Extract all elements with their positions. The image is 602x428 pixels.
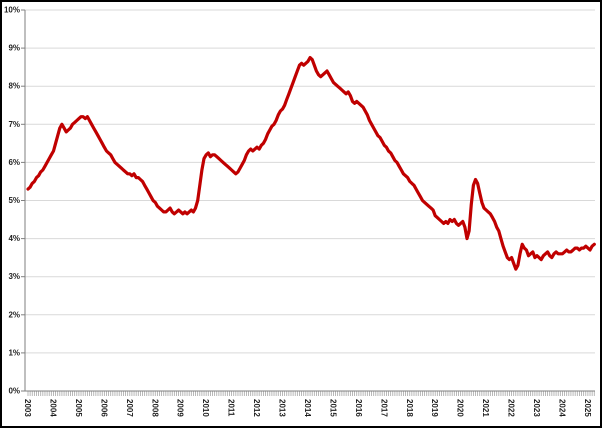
x-axis-label: 2005 [74,399,83,417]
y-axis-label: 5% [8,196,20,205]
x-axis-label: 2013 [278,399,287,417]
y-axis-label: 4% [8,234,20,243]
y-axis-label: 9% [8,44,20,53]
x-axis-label: 2014 [303,399,312,417]
x-axis-label: 2011 [227,399,236,417]
x-axis-label: 2022 [507,399,516,417]
y-axis-label: 2% [8,310,20,319]
x-axis-label: 2016 [354,399,363,417]
y-axis-label: 6% [8,158,20,167]
x-axis-label: 2007 [125,399,134,417]
y-axis-label: 7% [8,120,20,129]
x-axis-label: 2017 [379,399,388,417]
x-axis-label: 2025 [583,399,592,417]
x-axis-label: 2004 [48,399,57,417]
x-axis-label: 2003 [23,399,32,417]
x-axis-label: 2012 [252,399,261,417]
y-axis-label: 1% [8,348,20,357]
x-axis-label: 2006 [99,399,108,417]
x-axis-label: 2019 [430,399,439,417]
x-axis-label: 2020 [456,399,465,417]
x-axis-label: 2021 [481,399,490,417]
x-axis-label: 2023 [532,399,541,417]
y-axis-label: 0% [8,387,20,396]
chart-line [26,55,596,271]
y-axis-label: 3% [8,272,20,281]
x-axis-label: 2008 [150,399,159,417]
y-axis-label: 10% [4,6,20,15]
x-axis-label: 2018 [405,399,414,417]
x-axis-label: 2009 [176,399,185,417]
y-axis-label: 8% [8,82,20,91]
x-axis-label: 2015 [328,399,337,417]
x-axis-label: 2024 [557,399,566,417]
x-axis-label: 2010 [201,399,210,417]
